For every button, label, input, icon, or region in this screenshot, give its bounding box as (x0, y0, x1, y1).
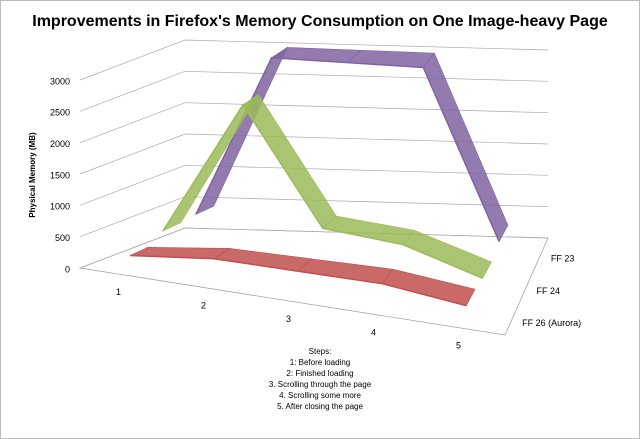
x-tick-label: 3 (286, 314, 291, 324)
note: Steps: (309, 347, 332, 356)
series-line (162, 103, 483, 279)
x-tick-label: 5 (456, 341, 461, 351)
grid-line (79, 227, 549, 269)
y-tick-label: 3000 (50, 76, 70, 86)
y-tick-label: 500 (55, 233, 70, 243)
y-tick-label: 1000 (50, 202, 70, 212)
notes: Steps: 1: Before loading 2: Finished loa… (269, 347, 372, 411)
chart-title: Improvements in Firefox's Memory Consump… (32, 13, 608, 30)
note: 4. Scrolling some more (279, 391, 361, 400)
grid-line (79, 70, 549, 112)
legend-label: FF 23 (551, 254, 575, 264)
y-tick-label: 2000 (50, 139, 70, 149)
note: 2: Finished loading (286, 369, 353, 378)
x-tick-label: 4 (371, 327, 376, 337)
grid-line (79, 102, 549, 144)
legend-label: FF 26 (Aurora) (522, 318, 581, 328)
note: 3. Scrolling through the page (269, 380, 372, 389)
y-tick-label: 2500 (50, 108, 70, 118)
x-tick-label: 2 (201, 300, 206, 310)
grid-line (79, 164, 549, 206)
series-line (130, 254, 467, 307)
legend-label: FF 24 (537, 286, 561, 296)
note: 1: Before loading (290, 358, 351, 367)
x-tick-label: 1 (116, 287, 121, 297)
y-axis-title: Physical Memory (MB) (28, 132, 37, 218)
grid-line (79, 133, 549, 175)
grid-line (79, 39, 549, 81)
note: 5. After closing the page (277, 402, 363, 411)
y-tick-label: 0 (65, 264, 70, 274)
y-tick-label: 1500 (50, 170, 70, 180)
